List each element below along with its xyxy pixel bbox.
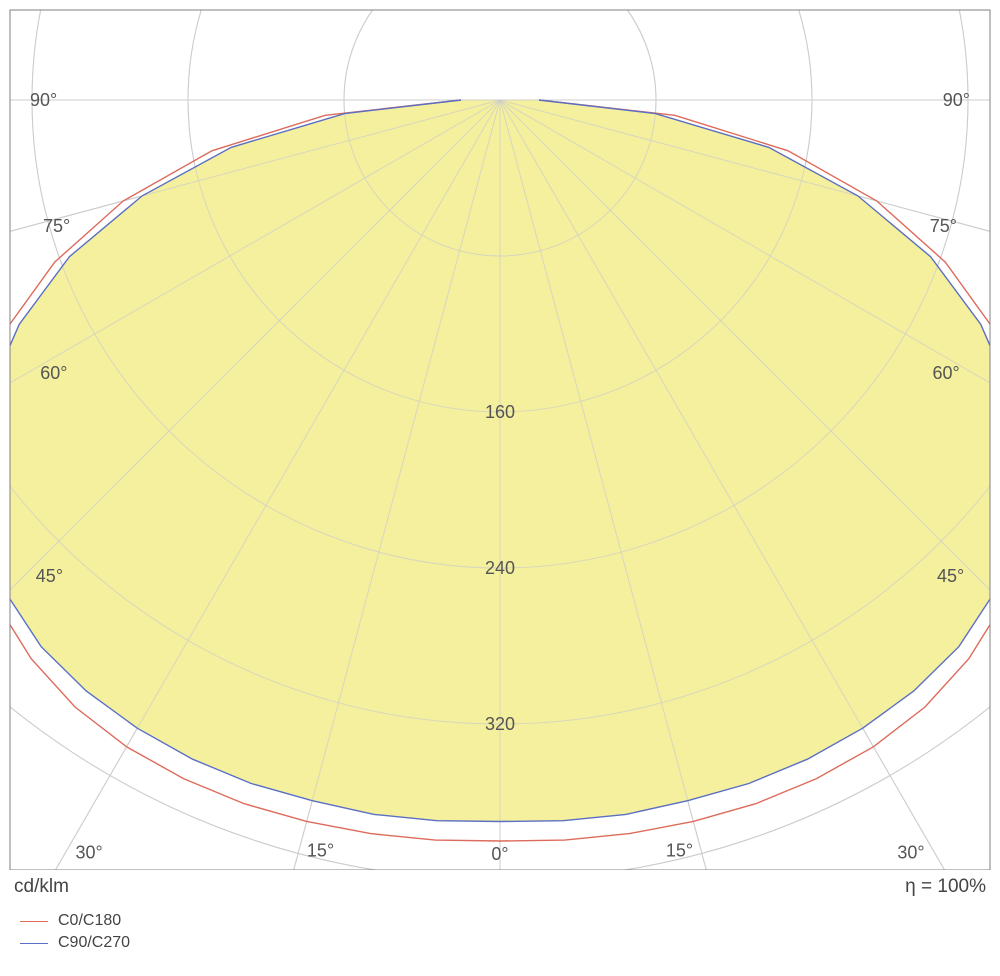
svg-text:15°: 15° — [666, 841, 693, 861]
svg-text:75°: 75° — [43, 216, 70, 236]
svg-text:90°: 90° — [943, 90, 970, 110]
legend-item: C0/C180 — [20, 912, 130, 930]
svg-text:45°: 45° — [937, 566, 964, 586]
polar-chart: 160 240 320 90° 90° 75° 75° 60° 60° 45° 45° 30° 30° 1… — [0, 0, 1000, 870]
svg-text:75°: 75° — [930, 216, 957, 236]
svg-text:60°: 60° — [933, 363, 960, 383]
unit-label: cd/klm — [14, 876, 69, 898]
svg-text:240: 240 — [485, 558, 515, 578]
legend: C0/C180 C90/C270 — [20, 912, 130, 956]
svg-text:15°: 15° — [307, 841, 334, 861]
svg-text:160: 160 — [485, 402, 515, 422]
svg-text:45°: 45° — [36, 566, 63, 586]
svg-text:60°: 60° — [40, 363, 67, 383]
chart-footer: cd/klm η = 100% — [0, 872, 1000, 898]
efficiency-label: η = 100% — [905, 876, 986, 898]
legend-item: C90/C270 — [20, 934, 130, 952]
legend-swatch — [20, 943, 48, 944]
svg-text:30°: 30° — [897, 843, 924, 863]
svg-text:0°: 0° — [491, 844, 508, 864]
svg-text:320: 320 — [485, 714, 515, 734]
legend-swatch — [20, 921, 48, 922]
svg-text:90°: 90° — [30, 90, 57, 110]
legend-label: C0/C180 — [58, 912, 121, 930]
svg-text:30°: 30° — [75, 843, 102, 863]
legend-label: C90/C270 — [58, 934, 130, 952]
